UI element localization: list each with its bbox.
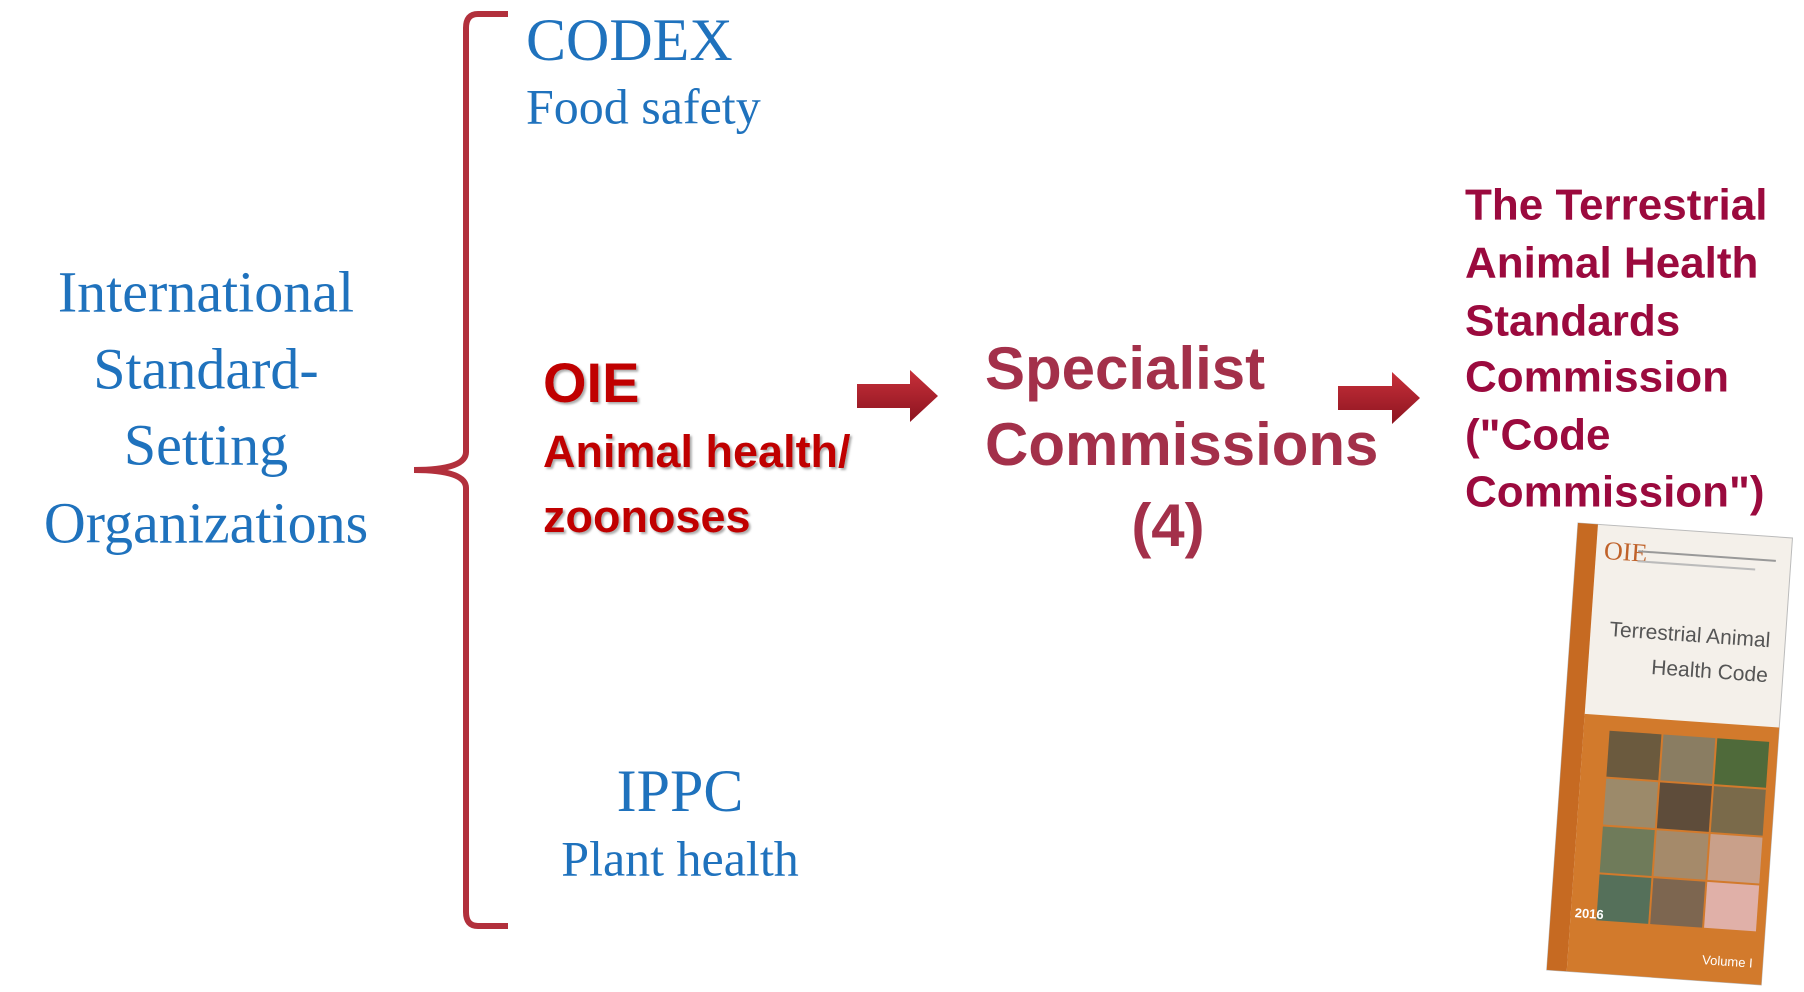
specialist-line: (4) [1131,492,1204,559]
org-name: OIE [543,351,639,414]
code-commission-line: ("Code [1465,411,1611,460]
org-scope: Plant health [561,830,798,886]
org-scope: Food safety [526,78,761,134]
specialist-line: Specialist [985,335,1265,402]
left-label-line: Standard- [93,336,319,401]
code-commission-line: The Terrestrial [1465,181,1767,230]
code-commission-line: Commission [1465,353,1729,402]
oie-block: OIE Animal health/ zoonoses [543,351,851,542]
org-scope: zoonoses [543,491,751,542]
brace [414,14,508,926]
book-cover: OIE Terrestrial Animal Health Code 2016 … [1547,523,1793,985]
book-year: 2016 [1574,905,1604,922]
arrow [857,370,938,422]
org-name: CODEX [526,7,733,73]
left-label-line: International [58,259,354,324]
org-scope: Animal health/ [543,426,851,477]
code-commission-line: Standards [1465,297,1680,346]
code-commission-block: The Terrestrial Animal Health Standards … [1465,181,1767,517]
specialist-line: Commissions [985,411,1378,478]
left-label-line: Organizations [44,490,368,555]
left-label: International Standard- Setting Organiza… [44,259,368,555]
code-commission-line: Commission") [1465,468,1765,517]
left-label-line: Setting [124,412,288,477]
slide: International Standard- Setting Organiza… [0,0,1804,992]
code-commission-line: Animal Health [1465,239,1758,288]
org-name: IPPC [617,758,744,824]
specialist-block: Specialist Commissions (4) [985,335,1378,559]
